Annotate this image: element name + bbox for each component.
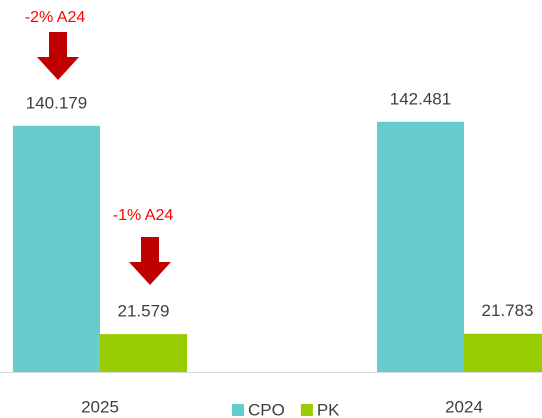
legend-swatch [232,404,244,416]
data-label: 140.179 [26,93,87,112]
x-tick-label: 2024 [445,397,483,416]
bar [13,125,100,372]
bar [100,334,187,372]
data-label: 21.783 [482,301,534,320]
legend-swatch [300,404,313,416]
legend-label: PK [317,400,340,418]
data-label: 142.481 [390,89,451,108]
data-label: 21.579 [118,302,170,321]
bar [464,333,542,372]
x-tick-label: 2025 [81,397,119,416]
annotation: -2% A24 [25,9,86,26]
bar [377,121,464,372]
annotation-arrow [37,32,171,285]
legend-label: CPO [248,400,285,418]
annotation: -1% A24 [113,207,174,224]
